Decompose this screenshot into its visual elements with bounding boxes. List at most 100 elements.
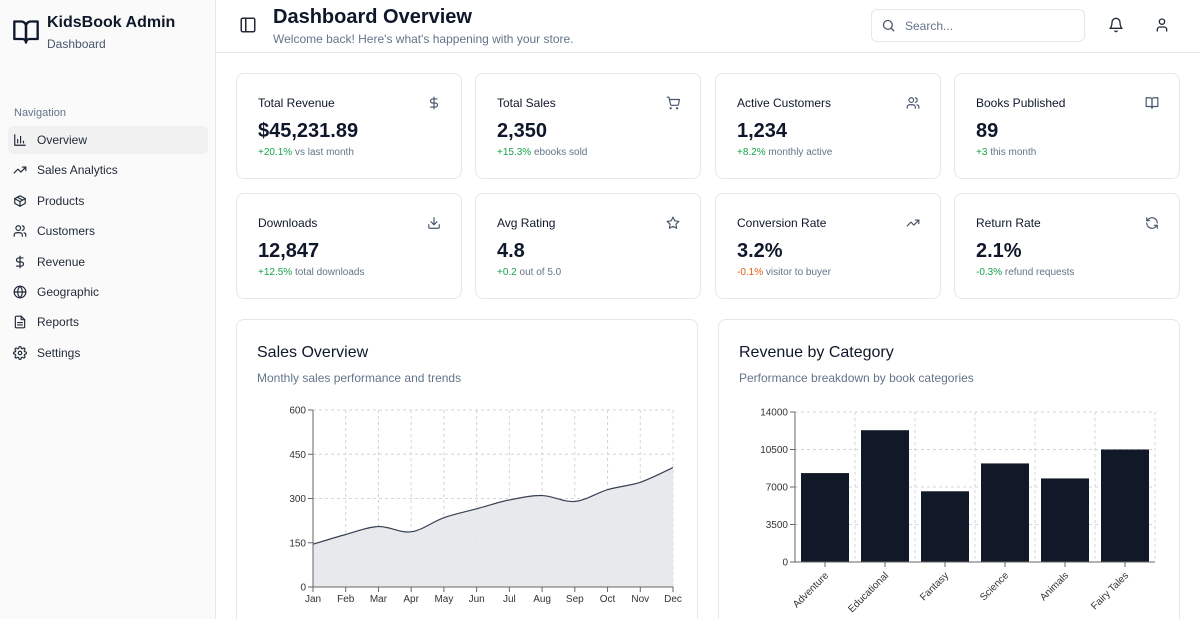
stat-note: refund requests (1004, 267, 1075, 278)
stat-value: 4.8 (497, 240, 525, 262)
x-tick-label: Animals (1038, 570, 1071, 603)
x-tick-label: Mar (370, 594, 388, 605)
trending-up-icon (13, 166, 27, 174)
bar-adventure (801, 473, 849, 562)
chart-subtitle: Monthly sales performance and trends (257, 371, 462, 385)
sales-overview-card: Sales Overview Monthly sales performance… (236, 319, 698, 619)
x-tick-label: Jul (503, 594, 516, 605)
sidebar-item-revenue[interactable]: Revenue (8, 248, 208, 276)
stat-delta: +3 (976, 147, 988, 158)
refresh-icon (1145, 216, 1159, 230)
star-icon (666, 216, 680, 230)
user-menu-button[interactable] (1154, 17, 1170, 33)
x-tick-label: Science (978, 570, 1011, 603)
y-tick-label: 150 (289, 538, 306, 549)
panel-left-icon (240, 17, 256, 33)
bar-science (981, 463, 1029, 562)
stat-delta: +8.2% (737, 147, 766, 158)
bar-fantasy (921, 491, 969, 562)
bar-animals (1041, 478, 1089, 562)
stat-label: Total Revenue (258, 96, 335, 110)
sidebar-item-label: Geographic (37, 284, 100, 299)
x-tick-label: Feb (337, 594, 355, 605)
sidebar-item-label: Products (37, 193, 85, 208)
stat-value: 1,234 (737, 120, 788, 142)
sidebar-item-label: Settings (37, 345, 81, 360)
dollar-icon (427, 96, 441, 110)
stat-value: 2.1% (976, 240, 1022, 262)
x-tick-label: Nov (631, 594, 649, 605)
stat-card-conversion-rate: Conversion Rate 3.2% -0.1% visitor to bu… (715, 193, 941, 299)
sidebar-item-customers[interactable]: Customers (8, 217, 208, 245)
brand[interactable]: KidsBook Admin Dashboard (12, 12, 175, 54)
package-icon (14, 194, 26, 207)
y-tick-label: 0 (782, 558, 788, 569)
x-tick-label: Oct (600, 594, 616, 605)
stat-note: total downloads (294, 267, 365, 278)
chart-title: Sales Overview (257, 344, 369, 361)
notifications-button[interactable] (1108, 17, 1124, 33)
stat-delta: +15.3% (497, 147, 532, 158)
file-text-icon (14, 315, 26, 329)
stat-delta: -0.1% (737, 267, 764, 278)
stat-card-return-rate: Return Rate 2.1% -0.3% refund requests (954, 193, 1180, 299)
stat-card-downloads: Downloads 12,847 +12.5% total downloads (236, 193, 462, 299)
bar-educational (861, 430, 909, 562)
stat-note: ebooks sold (533, 147, 588, 158)
sidebar-item-overview[interactable]: Overview (8, 126, 208, 154)
sidebar-item-label: Reports (37, 315, 80, 330)
x-tick-label: Dec (664, 594, 682, 605)
stat-card-total-sales: Total Sales 2,350 +15.3% ebooks sold (475, 73, 701, 179)
stat-note: out of 5.0 (519, 267, 562, 278)
book-open-icon (1145, 96, 1159, 110)
x-tick-label: Educational (846, 570, 891, 615)
stat-note: visitor to buyer (765, 267, 831, 278)
stat-delta: +12.5% (258, 267, 293, 278)
stat-value: 89 (976, 120, 999, 142)
category-bar-chart: 0 3500 7000 10500 14000 Adventure Educational F… (760, 408, 1156, 615)
sidebar-item-settings[interactable]: Settings (8, 339, 208, 367)
sidebar-nav: Overview Sales Analytics Products Custom… (8, 126, 208, 369)
stat-label: Active Customers (737, 96, 832, 110)
users-icon (13, 225, 27, 238)
user-icon (1156, 18, 1168, 32)
nav-heading: Navigation (14, 107, 66, 119)
stat-delta: +0.2 (497, 267, 517, 278)
sidebar-item-reports[interactable]: Reports (8, 308, 208, 336)
page-subtitle: Welcome back! Here's what's happening wi… (273, 32, 574, 46)
revenue-by-category-card: Revenue by Category Performance breakdow… (718, 319, 1180, 619)
stat-note: this month (990, 147, 1037, 158)
stat-value: 3.2% (737, 240, 783, 262)
sidebar-item-geographic[interactable]: Geographic (8, 278, 208, 306)
sidebar-item-label: Revenue (37, 254, 86, 269)
dollar-icon (15, 255, 25, 268)
users-icon (906, 96, 920, 110)
page-title: Dashboard Overview (273, 6, 472, 28)
x-tick-label: Fantasy (918, 570, 951, 603)
book-open-icon (12, 18, 40, 46)
y-tick-label: 0 (300, 583, 306, 594)
trending-up-icon (906, 216, 920, 230)
search-input[interactable] (905, 18, 1075, 33)
sidebar-toggle-button[interactable] (239, 16, 257, 34)
y-tick-label: 450 (289, 450, 306, 461)
search-icon (882, 19, 895, 32)
sales-area-fill (313, 467, 673, 587)
stat-delta: +20.1% (258, 147, 293, 158)
y-tick-label: 10500 (760, 445, 788, 456)
bar-fairy-tales (1101, 449, 1149, 562)
stat-note: monthly active (768, 147, 833, 158)
stat-label: Total Sales (497, 96, 556, 110)
cart-icon (666, 96, 680, 110)
x-tick-label: May (434, 594, 453, 605)
search-box[interactable] (871, 9, 1085, 42)
sidebar-item-sales-analytics[interactable]: Sales Analytics (8, 156, 208, 184)
chart-title: Revenue by Category (739, 344, 894, 361)
download-icon (427, 216, 441, 230)
gear-icon (13, 345, 27, 360)
stat-label: Downloads (258, 216, 318, 230)
bell-icon (1109, 17, 1123, 33)
chart-subtitle: Performance breakdown by book categories (739, 371, 974, 385)
sidebar-item-products[interactable]: Products (8, 187, 208, 215)
brand-subtitle: Dashboard (47, 37, 106, 51)
